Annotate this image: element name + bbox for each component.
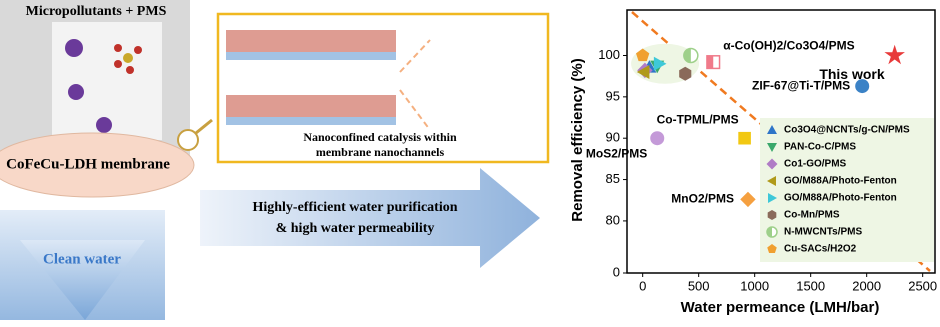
marker (636, 65, 650, 80)
caption: membrane nanochannels (316, 145, 445, 159)
marker (650, 131, 665, 146)
legend-label: N-MWCNTs/PMS (784, 227, 862, 238)
annotation: This work (819, 66, 885, 82)
y-tick-label: 95 (606, 88, 620, 103)
y-axis-title: Removal efficiency (%) (569, 58, 586, 221)
marker (767, 125, 777, 134)
marker (767, 227, 772, 237)
marker (653, 56, 667, 71)
legend-label: Co-Mn/PMS (784, 210, 840, 221)
x-tick-label: 2000 (852, 278, 881, 293)
magnifier (177, 129, 199, 151)
marker (706, 55, 714, 69)
marker (636, 48, 650, 62)
down-arrow-head (20, 240, 145, 320)
x-axis-title: Water permeance (LMH/bar) (681, 299, 880, 316)
annotation: MoS2/PMS (586, 146, 647, 160)
x-tick-label: 500 (688, 278, 710, 293)
magnifier-handle (195, 118, 213, 135)
marker (884, 44, 905, 65)
marker (766, 158, 778, 170)
x-tick-label: 2500 (908, 278, 937, 293)
legend-label: PAN-Co-C/PMS (784, 142, 856, 153)
label: Clean water (43, 251, 121, 267)
annotation: MnO2/PMS (671, 192, 734, 206)
marker (767, 210, 777, 220)
chart: Removal efficiency (%) Water permeance (… (569, 9, 937, 316)
marker (683, 48, 691, 63)
arrow-text: & high water permeability (276, 221, 435, 236)
membrane-disk (0, 132, 195, 198)
caption: Nanoconfined catalysis within (303, 130, 457, 144)
y-tick-label: 100 (598, 47, 620, 62)
plot-area (626, 9, 936, 274)
arrow-text: Highly-efficient water purification (252, 200, 457, 215)
y-tick-label: 80 (606, 212, 620, 227)
marker (767, 143, 777, 152)
legend-label: Co3O4@NCNTs/g-CN/PMS (784, 125, 910, 136)
legend-box (760, 118, 934, 262)
annotation: Co-TPML/PMS (657, 112, 739, 126)
label: CoFeCu-LDH membrane (6, 156, 170, 172)
molecules (65, 39, 142, 133)
marker (767, 176, 776, 186)
lattice (226, 30, 431, 131)
x-tick-label: 1000 (740, 278, 769, 293)
x-tick-label: 0 (639, 278, 646, 293)
label: Micropollutants + PMS (26, 4, 167, 19)
marker (738, 131, 751, 145)
marker (767, 244, 777, 254)
legend-label: Cu-SACs/H2O2 (784, 244, 857, 255)
marker (768, 193, 777, 203)
legend-label: GO/M88A/Photo-Fenton (784, 193, 897, 204)
legend-label: Co1-GO/PMS (784, 159, 847, 170)
annotation: ZIF-67@Ti-T/PMS (752, 78, 850, 92)
y-tick-label: 85 (606, 171, 620, 186)
marker (679, 66, 692, 81)
legend-label: GO/M88A/Photo-Fenton (784, 176, 897, 187)
annotation: α-Co(OH)2/Co3O4/PMS (723, 38, 854, 52)
marker (740, 191, 756, 208)
y-tick-label: 0 (613, 264, 620, 279)
x-tick-label: 1500 (796, 278, 825, 293)
marker (855, 79, 870, 94)
y-tick-label: 90 (606, 130, 620, 145)
right-arrow (200, 168, 540, 268)
